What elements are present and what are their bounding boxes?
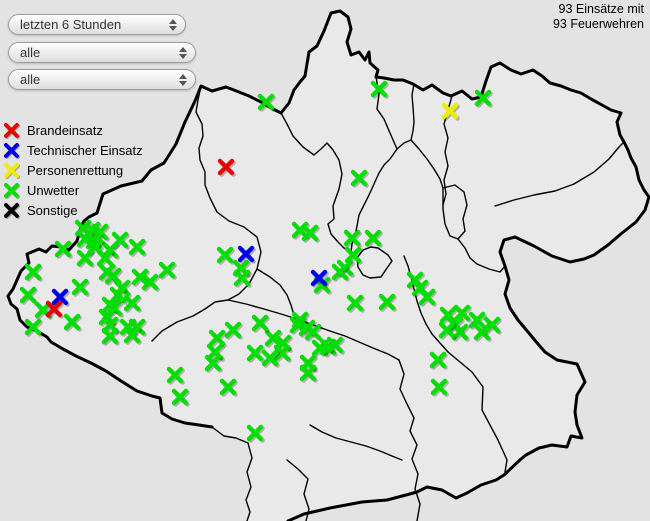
incident-marker-unwetter[interactable] — [331, 263, 350, 282]
incident-marker-unwetter[interactable] — [128, 238, 147, 257]
incident-marker-unwetter[interactable] — [111, 231, 130, 250]
incident-marker-unwetter[interactable] — [158, 261, 177, 280]
sonstige-x-icon — [4, 202, 20, 219]
incident-marker-unwetter[interactable] — [104, 267, 123, 286]
personenrettung-x-icon — [4, 162, 20, 179]
incident-marker-unwetter[interactable] — [304, 323, 323, 342]
incident-marker-unwetter[interactable] — [233, 269, 252, 288]
unwetter-x-icon — [4, 182, 20, 199]
incident-marker-unwetter[interactable] — [261, 349, 280, 368]
incident-marker-unwetter[interactable] — [224, 321, 243, 340]
time-range-select[interactable]: letzten 6 Stunden — [8, 14, 186, 35]
legend: Brandeinsatz Technischer Einsatz Persone… — [3, 120, 143, 220]
incident-marker-personen[interactable] — [441, 102, 460, 121]
incident-marker-unwetter[interactable] — [19, 286, 38, 305]
incident-marker-unwetter[interactable] — [246, 344, 265, 363]
district-select[interactable]: alle — [8, 42, 196, 63]
incident-marker-unwetter[interactable] — [76, 249, 95, 268]
incident-marker-unwetter[interactable] — [24, 318, 43, 337]
incident-marker-unwetter[interactable] — [474, 89, 493, 108]
incident-marker-technisch[interactable] — [310, 269, 329, 288]
incident-marker-unwetter[interactable] — [123, 326, 142, 345]
incident-marker-unwetter[interactable] — [350, 169, 369, 188]
legend-label: Sonstige — [27, 202, 78, 218]
incident-marker-unwetter[interactable] — [246, 424, 265, 443]
legend-label: Technischer Einsatz — [27, 142, 143, 158]
incident-marker-unwetter[interactable] — [204, 354, 223, 373]
select-arrows-icon — [169, 18, 177, 31]
incident-marker-unwetter[interactable] — [273, 344, 292, 363]
incident-marker-unwetter[interactable] — [364, 229, 383, 248]
time-range-value: letzten 6 Stunden — [20, 17, 122, 32]
map-land-fill — [8, 11, 649, 521]
legend-item-personenrettung: Personenrettung — [3, 160, 143, 180]
incident-marker-unwetter[interactable] — [257, 93, 276, 112]
incident-marker-unwetter[interactable] — [96, 249, 115, 268]
incident-marker-unwetter[interactable] — [430, 378, 449, 397]
legend-item-unwetter: Unwetter — [3, 180, 143, 200]
select-arrows-icon — [179, 73, 187, 86]
incident-marker-unwetter[interactable] — [171, 388, 190, 407]
incident-marker-unwetter[interactable] — [429, 351, 448, 370]
legend-label: Unwetter — [27, 182, 80, 198]
incident-marker-unwetter[interactable] — [343, 229, 362, 248]
incident-marker-unwetter[interactable] — [101, 327, 120, 346]
incident-marker-brand[interactable] — [217, 158, 236, 177]
incident-marker-unwetter[interactable] — [208, 329, 227, 348]
legend-label: Personenrettung — [27, 162, 124, 178]
incident-marker-unwetter[interactable] — [63, 313, 82, 332]
incident-marker-unwetter[interactable] — [299, 364, 318, 383]
state-border — [6, 9, 650, 521]
stats-line-1: 93 Einsätze mit — [558, 2, 644, 16]
technischer-einsatz-x-icon — [4, 142, 20, 159]
incident-marker-technisch[interactable] — [237, 245, 256, 264]
incident-marker-unwetter[interactable] — [71, 278, 90, 297]
legend-label: Brandeinsatz — [27, 122, 103, 138]
incident-marker-unwetter[interactable] — [24, 263, 43, 282]
incident-marker-unwetter[interactable] — [438, 321, 457, 340]
type-value: alle — [20, 72, 41, 87]
incident-marker-unwetter[interactable] — [301, 224, 320, 243]
incident-marker-unwetter[interactable] — [378, 293, 397, 312]
incident-marker-unwetter[interactable] — [123, 294, 142, 313]
deployment-stats: 93 Einsätze mit 93 Feuerwehren — [553, 2, 644, 32]
incident-marker-unwetter[interactable] — [54, 240, 73, 259]
incident-marker-unwetter[interactable] — [418, 288, 437, 307]
incident-marker-unwetter[interactable] — [166, 366, 185, 385]
incident-marker-brand[interactable] — [45, 300, 64, 319]
incident-marker-unwetter[interactable] — [346, 294, 365, 313]
incident-markers-layer — [19, 80, 502, 443]
legend-item-brandeinsatz: Brandeinsatz — [3, 120, 143, 140]
incident-marker-unwetter[interactable] — [219, 378, 238, 397]
district-borders — [151, 76, 625, 521]
legend-item-sonstige: Sonstige — [3, 200, 143, 220]
incident-marker-unwetter[interactable] — [141, 273, 160, 292]
incident-marker-unwetter[interactable] — [326, 336, 345, 355]
select-arrows-icon — [179, 46, 187, 59]
incident-marker-unwetter[interactable] — [483, 316, 502, 335]
incident-marker-unwetter[interactable] — [251, 314, 270, 333]
incident-marker-unwetter[interactable] — [216, 246, 235, 265]
incident-marker-unwetter[interactable] — [370, 80, 389, 99]
brandeinsatz-x-icon — [4, 122, 20, 139]
district-value: alle — [20, 45, 41, 60]
legend-item-technischer-einsatz: Technischer Einsatz — [3, 140, 143, 160]
stats-line-2: 93 Feuerwehren — [552, 17, 644, 31]
incident-marker-unwetter[interactable] — [451, 323, 470, 342]
type-select[interactable]: alle — [8, 69, 196, 90]
